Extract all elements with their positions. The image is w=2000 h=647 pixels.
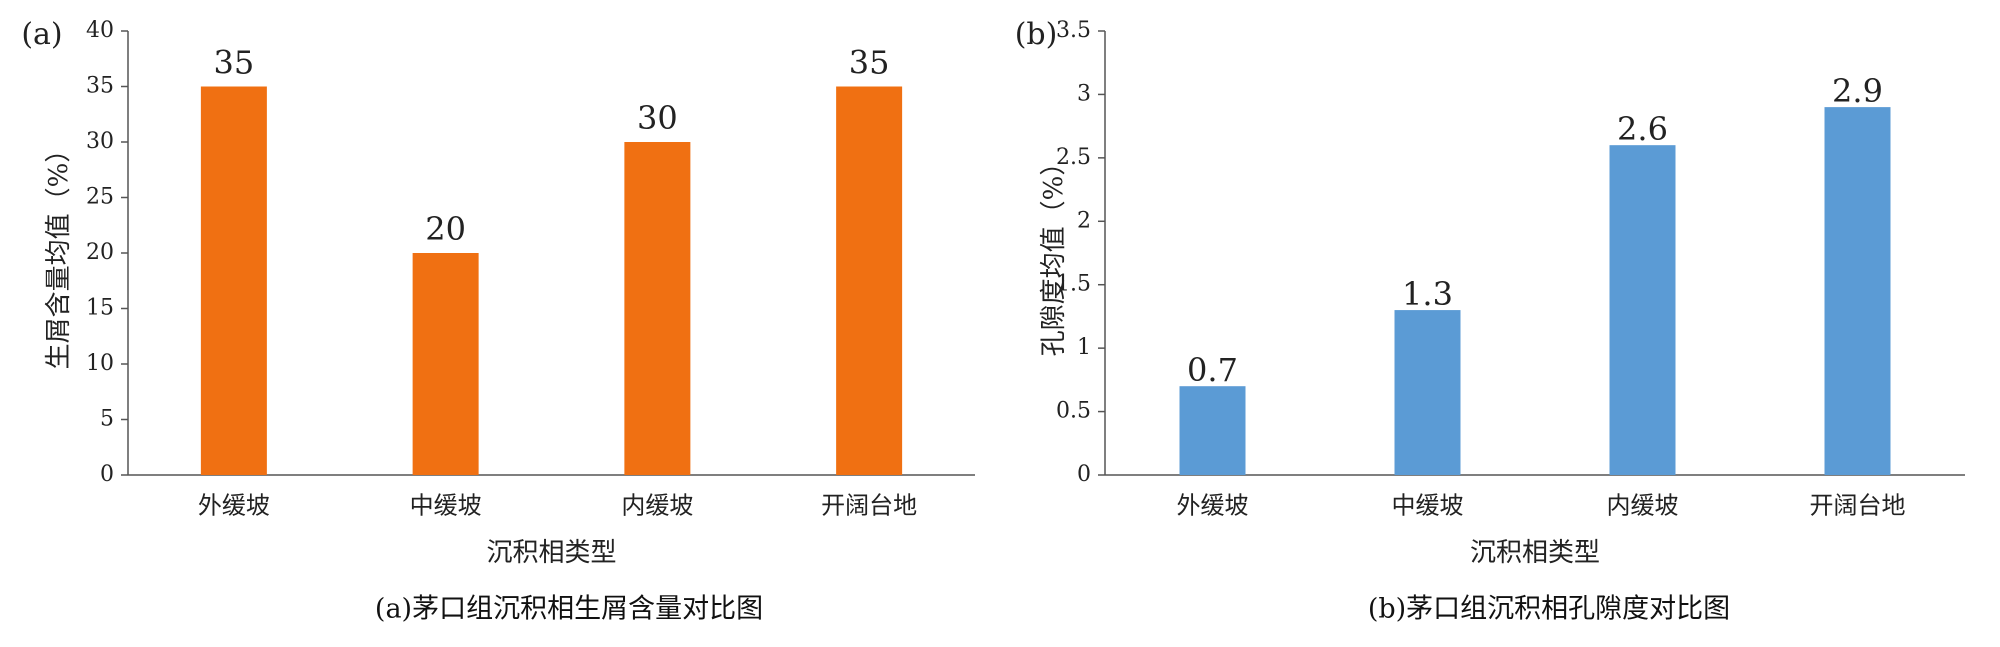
bar-value-label: 1.3 bbox=[1402, 275, 1453, 313]
y-tick-label: 35 bbox=[86, 74, 114, 99]
x-tick-label: 开阔台地 bbox=[1810, 492, 1906, 520]
bar bbox=[624, 142, 691, 475]
chart-panel-b: (b) 0 0.5 1 1.5 2 2.5 3 3.5 0.7 外缓坡 1.3 中缓坡 2.6 内缓坡 2.9… bbox=[1015, 17, 1965, 625]
x-tick-label: 中缓坡 bbox=[410, 492, 482, 520]
y-tick-label: 20 bbox=[86, 240, 114, 265]
y-tick-label: 1.5 bbox=[1056, 272, 1091, 297]
y-tick-label: 2.5 bbox=[1056, 145, 1091, 170]
bar bbox=[1824, 107, 1891, 475]
figure-caption: (b)茅口组沉积相孔隙度对比图 bbox=[1368, 594, 1730, 625]
bar-value-label: 2.9 bbox=[1832, 72, 1883, 110]
y-tick-label: 10 bbox=[86, 351, 114, 376]
x-tick-label: 外缓坡 bbox=[1177, 492, 1249, 520]
x-tick-label: 内缓坡 bbox=[621, 492, 693, 520]
x-axis-title: 沉积相类型 bbox=[1470, 538, 1600, 568]
y-tick-label: 0.5 bbox=[1056, 399, 1091, 424]
y-tick-label: 3 bbox=[1077, 81, 1091, 106]
y-tick-label: 0 bbox=[1077, 462, 1091, 487]
y-tick-label: 15 bbox=[86, 296, 114, 321]
bar-value-label: 2.6 bbox=[1617, 110, 1668, 148]
bar bbox=[1394, 310, 1461, 475]
x-tick-label: 外缓坡 bbox=[198, 492, 270, 520]
bar bbox=[836, 86, 903, 475]
y-tick-label: 3.5 bbox=[1056, 18, 1091, 43]
bar bbox=[412, 253, 479, 475]
y-tick-label: 0 bbox=[100, 462, 114, 487]
bar-value-label: 30 bbox=[637, 99, 678, 137]
y-axis-title: 孔隙度均值（%） bbox=[1039, 150, 1069, 357]
y-tick-label: 40 bbox=[86, 18, 114, 43]
chart-panel-a: (a) 0 5 10 15 20 25 30 35 40 35 外缓坡 20 中缓坡 30 内缓坡 35 开阔台地… bbox=[21, 17, 975, 625]
y-axis-title: 生屑含量均值（%） bbox=[44, 137, 74, 370]
bar bbox=[200, 86, 267, 475]
x-tick-label: 开阔台地 bbox=[821, 492, 917, 520]
y-tick-label: 1 bbox=[1077, 335, 1091, 360]
bar bbox=[1609, 145, 1676, 475]
panel-label: (a) bbox=[21, 17, 62, 52]
bar-value-label: 0.7 bbox=[1187, 351, 1238, 389]
x-tick-label: 中缓坡 bbox=[1392, 492, 1464, 520]
figure-caption: (a)茅口组沉积相生屑含量对比图 bbox=[375, 594, 763, 625]
y-tick-label: 25 bbox=[86, 185, 114, 210]
x-tick-label: 内缓坡 bbox=[1607, 492, 1679, 520]
bar-value-label: 20 bbox=[425, 210, 466, 248]
panel-label: (b) bbox=[1015, 17, 1058, 52]
bar-value-label: 35 bbox=[214, 44, 255, 82]
x-axis-title: 沉积相类型 bbox=[486, 538, 616, 568]
bar bbox=[1179, 386, 1246, 475]
bar-value-label: 35 bbox=[849, 44, 890, 82]
y-tick-label: 30 bbox=[86, 129, 114, 154]
y-tick-label: 5 bbox=[100, 407, 114, 432]
y-tick-label: 2 bbox=[1077, 208, 1091, 233]
